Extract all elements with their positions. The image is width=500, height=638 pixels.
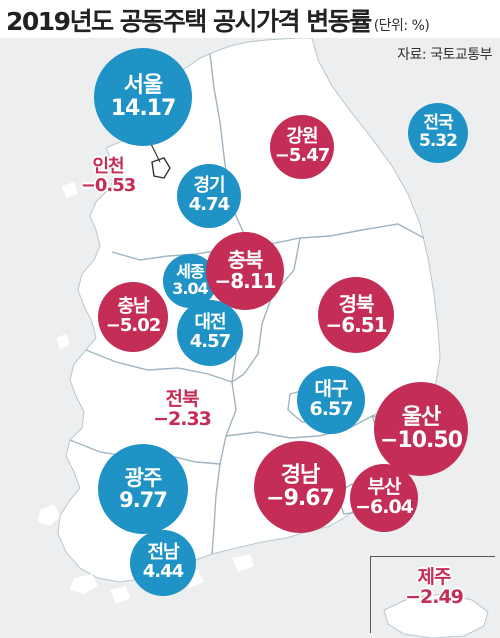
island <box>38 504 60 526</box>
region-name-jeonnam: 전남 <box>147 542 179 564</box>
island <box>56 334 70 350</box>
island <box>232 554 254 572</box>
seoul-outline <box>151 157 171 179</box>
unit-note: (단위: %) <box>373 18 430 34</box>
region-bubble-gyeongnam: 경남 −9.67 <box>254 441 346 533</box>
jeju-inset-frame <box>370 556 495 633</box>
region-name-ulsan: 울산 <box>401 404 441 430</box>
island <box>70 574 98 594</box>
region-bubble-chungnam: 충남 −5.02 <box>98 282 168 352</box>
border-chungbuk-east <box>243 237 301 375</box>
region-value-sejong: 3.04 <box>172 279 208 298</box>
region-value-incheon: −0.53 <box>80 174 137 196</box>
region-value-jeonbuk: −2.33 <box>153 407 212 430</box>
region-name-jeonbuk: 전북 <box>165 388 200 410</box>
title-row: 2019년도 공동주택 공시가격 변동률 (단위: %) <box>6 2 430 36</box>
region-name-daegu: 대구 <box>314 378 349 401</box>
region-value-gangwon: −5.47 <box>274 145 330 166</box>
border-jeolla-gyeongsang <box>211 381 237 555</box>
region-value-national: 5.32 <box>419 131 458 151</box>
region-name-gyeonggi: 경기 <box>193 175 225 197</box>
region-value-busan: −6.04 <box>355 496 414 518</box>
region-name-gwangju: 광주 <box>124 465 163 490</box>
region-value-gyeongbuk: −6.51 <box>325 313 387 337</box>
region-bubble-gyeongbuk: 경북 −6.51 <box>318 277 394 353</box>
region-name-seoul: 서울 <box>123 72 163 98</box>
region-name-gyeongnam: 경남 <box>280 462 320 488</box>
region-name-busan: 부산 <box>367 476 402 499</box>
region-name-gangwon: 강원 <box>286 126 318 148</box>
region-name-chungbuk: 충북 <box>227 248 264 272</box>
source-note: 자료: 국토교통부 <box>397 47 492 63</box>
region-label-incheon: 인천 −0.53 <box>68 156 148 196</box>
region-value-gyeongnam: −9.67 <box>266 486 335 511</box>
region-bubble-gyeonggi: 경기 4.74 <box>177 164 241 228</box>
region-bubble-gangwon: 강원 −5.47 <box>270 115 334 179</box>
region-value-ulsan: −10.50 <box>379 428 463 453</box>
region-bubble-jeonnam: 전남 4.44 <box>130 530 196 596</box>
region-bubble-seoul: 서울 14.17 <box>94 48 192 146</box>
region-bubble-national: 전국 5.32 <box>408 103 468 163</box>
region-name-chungnam: 충남 <box>117 296 149 318</box>
region-bubble-busan: 부산 −6.04 <box>350 464 418 532</box>
page-title: 2019년도 공동주택 공시가격 변동률 <box>6 7 372 36</box>
region-value-chungbuk: −8.11 <box>214 269 276 293</box>
region-bubble-chungbuk: 충북 −8.11 <box>206 232 284 310</box>
island <box>62 182 78 198</box>
region-value-daejeon: 4.57 <box>189 331 231 352</box>
region-name-gyeongbuk: 경북 <box>338 292 375 316</box>
region-name-jeju: 제주 <box>417 566 452 588</box>
region-label-jeonbuk: 전북 −2.33 <box>140 388 224 430</box>
region-bubble-gwangju: 광주 9.77 <box>98 444 188 534</box>
region-name-sejong: 세종 <box>176 262 204 282</box>
region-bubble-ulsan: 울산 −10.50 <box>374 382 468 476</box>
region-name-incheon: 인천 <box>92 156 124 177</box>
region-value-chungnam: −5.02 <box>105 315 161 336</box>
region-value-jeonnam: 4.44 <box>142 561 184 582</box>
region-value-gwangju: 9.77 <box>119 488 168 512</box>
region-bubble-daejeon: 대전 4.57 <box>177 300 243 366</box>
region-value-seoul: 14.17 <box>110 96 177 121</box>
border-gyeonggi-gangwon <box>209 53 247 239</box>
region-name-daejeon: 대전 <box>194 312 226 334</box>
region-value-jeju: −2.49 <box>405 585 464 608</box>
region-bubble-daegu: 대구 6.57 <box>297 366 365 434</box>
island <box>110 586 130 604</box>
region-name-national: 전국 <box>423 113 453 134</box>
region-label-jeju: 제주 −2.49 <box>394 566 474 608</box>
region-value-gyeonggi: 4.74 <box>188 194 230 215</box>
jeju-island <box>383 593 489 638</box>
region-value-daegu: 6.57 <box>309 398 354 420</box>
